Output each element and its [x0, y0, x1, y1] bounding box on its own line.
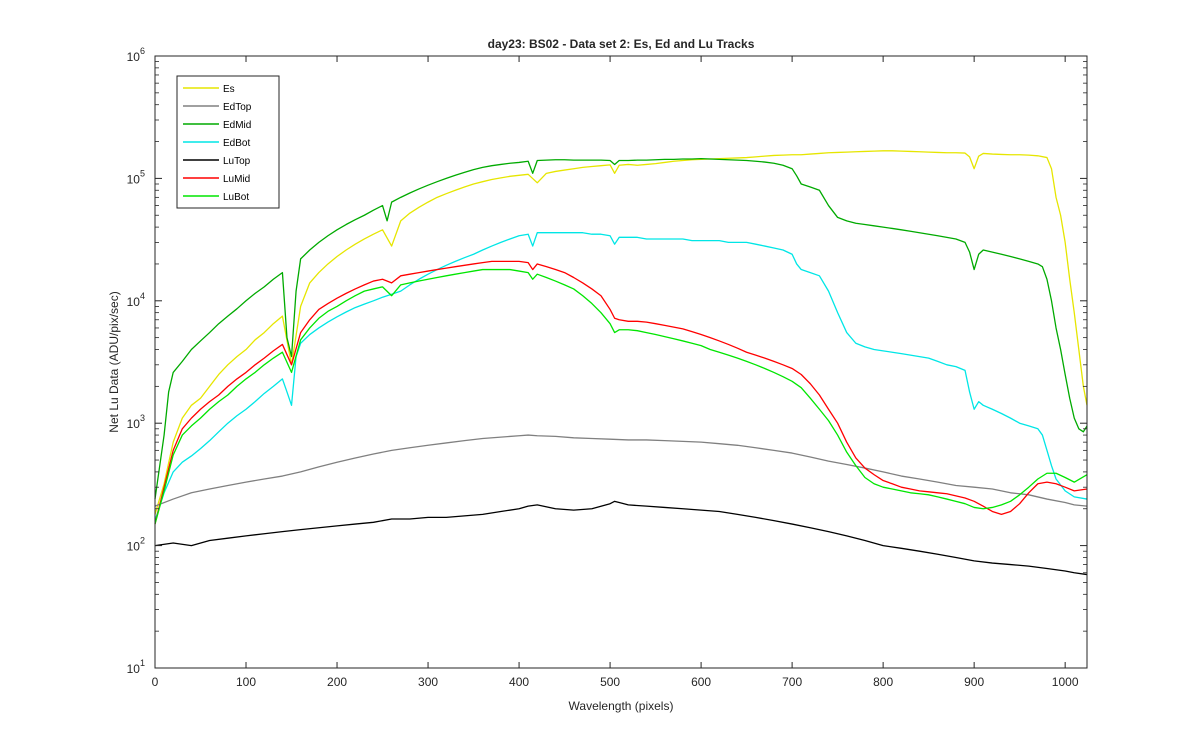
x-tick-label: 400	[509, 675, 529, 689]
series-line-edtop	[154, 434, 1088, 507]
legend-entry-edbot: EdBot	[223, 138, 250, 149]
y-tick-label: 102	[127, 536, 145, 554]
x-tick-label: 0	[152, 675, 159, 689]
legend-entry-edmid: EdMid	[223, 120, 251, 131]
x-tick-label: 700	[782, 675, 802, 689]
plot-area	[155, 56, 1087, 668]
series-line-lubot	[154, 268, 1088, 525]
legend-entry-lubot: LuBot	[223, 192, 249, 203]
x-tick-label: 200	[327, 675, 347, 689]
axes-box	[154, 55, 1088, 669]
y-tick-label: 101	[127, 658, 145, 676]
y-tick-label: 104	[127, 291, 145, 309]
legend-box	[176, 75, 280, 209]
legend-entry-es: Es	[223, 84, 235, 95]
x-tick-label: 500	[600, 675, 620, 689]
x-axis-label: Wavelength (pixels)	[569, 699, 674, 713]
axes-layer	[154, 55, 1088, 669]
y-tick-label: 105	[127, 168, 145, 186]
legend-entry-edtop: EdTop	[223, 102, 252, 113]
series-line-es	[154, 150, 1088, 515]
x-tick-label: 300	[418, 675, 438, 689]
chart-title: day23: BS02 - Data set 2: Es, Ed and Lu …	[488, 37, 755, 51]
x-tick-label: 100	[236, 675, 256, 689]
y-tick-label: 106	[127, 46, 145, 64]
series-layer	[154, 150, 1088, 576]
series-line-lumid	[154, 260, 1088, 525]
legend-entry-lumid: LuMid	[223, 174, 250, 185]
legend: Es EdTop EdMid EdBot LuTop LuMid LuBot	[176, 75, 280, 209]
legend-entry-lutop: LuTop	[223, 156, 251, 167]
x-tick-label: 600	[691, 675, 711, 689]
series-line-edmid	[154, 158, 1088, 500]
x-tick-label: 800	[873, 675, 893, 689]
series-line-edbot	[154, 232, 1088, 521]
x-tick-label: 1000	[1052, 675, 1079, 689]
y-axis-label: Net Lu Data (ADU/pix/sec)	[107, 291, 121, 432]
y-tick-label: 103	[127, 413, 145, 431]
x-tick-label: 900	[964, 675, 984, 689]
ticks-layer: 0 100 200 300 400 500 600 700 800 900 1000 101 102 10…	[127, 46, 1087, 689]
series-line-lutop	[154, 500, 1088, 576]
